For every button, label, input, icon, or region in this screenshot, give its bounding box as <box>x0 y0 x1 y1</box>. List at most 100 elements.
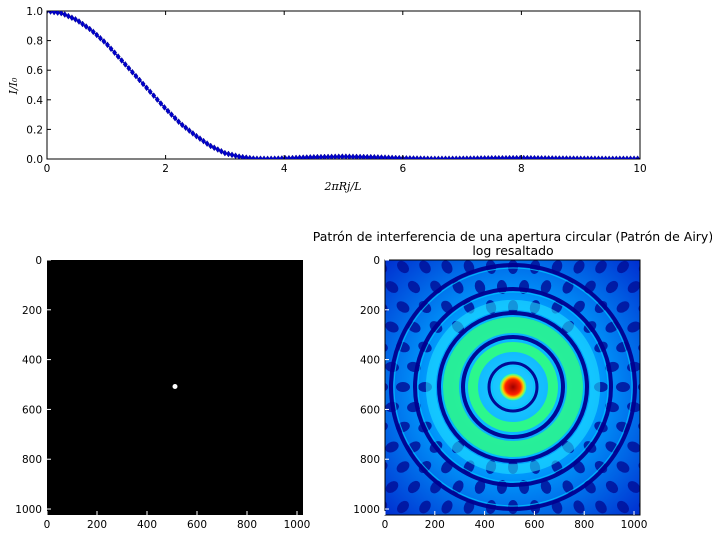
series-marker <box>425 155 431 159</box>
series-marker <box>514 154 520 159</box>
series-marker <box>499 154 505 159</box>
x-tick-label: 0 <box>44 163 51 175</box>
series-marker <box>55 11 61 16</box>
y-tick-label: 0.8 <box>26 36 43 48</box>
series-marker <box>386 154 392 159</box>
x-tick-label: 6 <box>399 163 406 175</box>
series-marker <box>108 45 114 53</box>
series-marker <box>535 154 541 159</box>
series-marker <box>432 155 438 159</box>
line-plot-frame <box>46 10 641 160</box>
y-tick-label: 0.2 <box>26 124 43 136</box>
series-marker <box>322 153 327 159</box>
series-marker <box>112 49 118 57</box>
series-marker <box>297 154 303 159</box>
series-marker <box>581 155 587 159</box>
series-marker <box>596 155 601 159</box>
series-marker <box>620 155 626 159</box>
series-marker <box>539 154 545 159</box>
y-tick-label: 400 <box>22 355 42 367</box>
series-marker <box>450 155 456 159</box>
series-marker <box>62 11 68 18</box>
series-marker <box>250 155 256 159</box>
series-marker <box>393 154 399 159</box>
series-marker <box>553 155 559 159</box>
series-marker <box>588 155 594 159</box>
y-tick-label: 1.0 <box>26 6 43 18</box>
series-marker <box>183 124 189 132</box>
airy-subtitle: log resaltado <box>472 243 553 258</box>
series-marker <box>364 153 370 159</box>
series-marker <box>229 151 235 159</box>
series-marker <box>528 154 534 159</box>
series-marker <box>307 154 313 159</box>
series-marker <box>446 155 452 159</box>
series-marker <box>87 25 93 33</box>
series-marker <box>58 11 64 17</box>
series-marker <box>457 155 463 159</box>
series-marker <box>478 155 484 159</box>
series-marker <box>549 155 555 159</box>
series-marker <box>603 155 609 159</box>
series-marker <box>144 84 150 92</box>
series-marker <box>492 154 498 159</box>
series-marker <box>592 155 598 159</box>
series-marker <box>119 57 125 64</box>
series-marker <box>204 140 210 147</box>
series-marker <box>354 153 359 159</box>
series-marker <box>218 147 224 155</box>
x-tick-label: 2 <box>162 163 169 175</box>
y-tick-label: 0.6 <box>26 65 43 77</box>
series-marker <box>261 155 267 159</box>
y-tick-label: 0 <box>35 255 42 267</box>
y-tick-label: 0.0 <box>26 154 43 166</box>
series-marker <box>247 154 253 159</box>
series-marker <box>560 155 566 159</box>
series-marker <box>115 53 121 60</box>
series-marker <box>606 155 612 159</box>
y-tick-label: 0 <box>373 255 380 267</box>
series-marker <box>169 111 174 118</box>
x-tick-label: 4 <box>281 163 288 175</box>
series-marker <box>428 155 434 159</box>
series-marker <box>193 132 199 140</box>
x-tick-label: 400 <box>137 519 157 531</box>
y-tick-label: 800 <box>22 454 42 466</box>
x-tick-label: 600 <box>524 519 544 531</box>
series-marker <box>190 130 196 137</box>
series-marker <box>105 41 110 49</box>
series-marker <box>314 153 320 159</box>
series-marker <box>346 153 352 159</box>
series-marker <box>158 100 164 107</box>
x-tick-label: 200 <box>87 519 107 531</box>
series-marker <box>635 155 640 159</box>
series-marker <box>236 153 242 159</box>
series-marker <box>467 155 473 159</box>
airy-dark-ring <box>413 287 613 487</box>
series-marker <box>122 61 128 68</box>
series-marker <box>73 16 78 23</box>
series-marker <box>254 155 260 159</box>
series-marker <box>51 11 57 16</box>
series-marker <box>574 155 580 159</box>
series-marker <box>453 155 459 159</box>
series-marker <box>147 88 153 96</box>
series-marker <box>475 155 480 159</box>
aperture-spot <box>172 384 178 389</box>
y-tick-label: 1000 <box>353 504 380 516</box>
series-marker <box>368 153 374 159</box>
series-marker <box>293 154 299 159</box>
series-marker <box>382 154 388 159</box>
series-marker <box>329 153 335 159</box>
series-marker <box>275 155 281 159</box>
series-marker <box>222 149 228 157</box>
series-marker <box>325 153 331 159</box>
x-tick-label: 0 <box>382 519 389 531</box>
series-marker <box>48 11 54 15</box>
series-marker <box>179 121 185 129</box>
line-plot-axes: 0 2 4 6 8 10 0.0 0.2 0.4 0.6 0.8 1.0 <box>26 6 646 175</box>
series-marker <box>101 38 107 45</box>
series-marker <box>240 153 246 159</box>
